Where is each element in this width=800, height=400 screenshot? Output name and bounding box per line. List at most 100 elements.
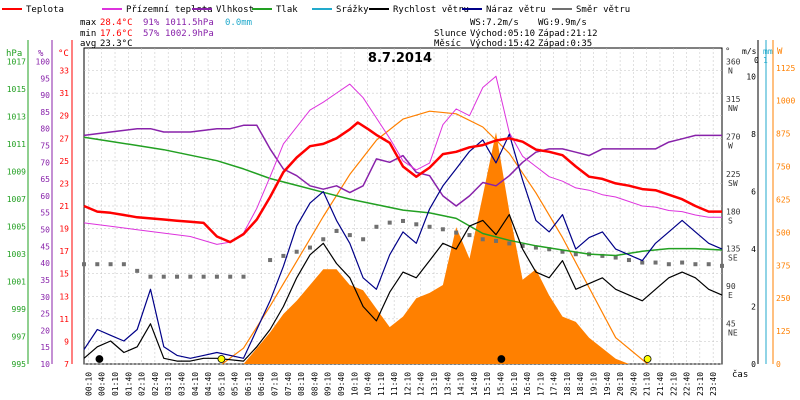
direction-compass-label: E — [728, 291, 733, 300]
solar-tick-label: 625 — [776, 195, 791, 204]
time-tick-label: 04:40 — [204, 372, 213, 396]
time-tick-label: 08:40 — [310, 372, 319, 396]
temperature-tick-label: 31 — [59, 89, 69, 98]
temperature-tick-label: 21 — [59, 202, 69, 211]
stats-humidity: 57% — [143, 29, 160, 39]
direction-axis-unit: ° — [725, 47, 730, 57]
time-tick-label: 01:40 — [124, 372, 133, 396]
legend-label: Přízemní teplota — [126, 5, 213, 15]
humidity-tick-label: 90 — [40, 91, 50, 100]
humidity-tick-label: 15 — [40, 343, 50, 352]
humidity-tick-label: 10 — [40, 360, 50, 369]
legend-label: Náraz větru — [486, 5, 546, 15]
time-tick-label: 00:40 — [98, 372, 107, 396]
humidity-tick-label: 85 — [40, 108, 50, 117]
humidity-tick-label: 50 — [40, 226, 50, 235]
wind-direction-point — [467, 233, 472, 238]
humidity-tick-label: 70 — [40, 158, 50, 167]
stats-row-label: min — [80, 29, 96, 39]
wind-speed-info: WS:7.2m/s — [470, 18, 519, 28]
moonrise-marker — [497, 355, 506, 363]
humidity-tick-label: 40 — [40, 259, 50, 268]
stats-temperature: 17.6°C — [100, 29, 133, 39]
rain-axis-top: 1 — [763, 56, 768, 65]
sunset-info: Západ:21:12 — [538, 29, 598, 39]
wind-direction-point — [626, 258, 631, 263]
time-tick-label: 22:40 — [683, 372, 692, 396]
time-tick-label: 14:10 — [457, 372, 466, 396]
humidity-tick-label: 75 — [40, 141, 50, 150]
time-tick-label: 08:10 — [297, 372, 306, 396]
time-tick-label: 13:40 — [443, 372, 452, 396]
direction-compass-label: NE — [728, 329, 738, 338]
wind-direction-point — [347, 233, 352, 238]
sunset-marker — [643, 355, 652, 363]
wind-direction-point — [108, 262, 113, 267]
humidity-line — [83, 124, 722, 207]
time-tick-label: 17:40 — [550, 372, 559, 396]
time-tick-label: 23:10 — [696, 372, 705, 396]
wind-direction-point — [228, 274, 233, 279]
temperature-tick-label: 7 — [64, 360, 69, 369]
wind-direction-point — [613, 255, 618, 260]
time-tick-label: 07:10 — [271, 372, 280, 396]
direction-tick-label: 90 — [726, 282, 736, 291]
wind-direction-point — [188, 274, 193, 279]
time-tick-label: 07:40 — [284, 372, 293, 396]
temperature-tick-label: 19 — [59, 225, 69, 234]
solar-tick-label: 125 — [776, 327, 791, 336]
direction-tick-label: 315 — [726, 95, 741, 104]
wind-tick-label: 6 — [751, 188, 756, 197]
moonset-marker — [95, 355, 104, 363]
time-tick-label: 03:10 — [164, 372, 173, 396]
stats-temperature: 23.3°C — [100, 39, 133, 49]
solar-tick-label: 250 — [776, 294, 791, 303]
legend-label: Vlhkost — [216, 5, 254, 15]
stats-pressure: 1002.9hPa — [165, 29, 214, 39]
time-tick-label: 09:10 — [324, 372, 333, 396]
wind-gust-info: WG:9.9m/s — [538, 18, 587, 28]
pressure-tick-label: 1005 — [7, 223, 26, 232]
wind-direction-point — [95, 262, 100, 267]
plot-area — [83, 47, 723, 365]
stats-pressure: 1011.5hPa — [165, 18, 214, 28]
time-tick-label: 12:40 — [417, 372, 426, 396]
solar-radiation-area — [84, 132, 722, 364]
wind-tick-label: 0 — [751, 360, 756, 369]
wind-direction-point — [666, 262, 671, 267]
direction-tick-label: 270 — [726, 132, 741, 141]
wind-direction-point — [321, 237, 326, 242]
wind-direction-point — [600, 253, 605, 258]
wind-direction-point — [680, 260, 685, 265]
wind-tick-label: 10 — [746, 73, 756, 82]
pressure-tick-label: 1003 — [7, 250, 26, 259]
time-tick-label: 14:40 — [470, 372, 479, 396]
time-tick-label: 21:10 — [643, 372, 652, 396]
pressure-axis-unit: hPa — [6, 49, 22, 59]
direction-tick-label: 135 — [726, 245, 741, 254]
wind-direction-point — [480, 237, 485, 242]
wind-direction-point — [706, 262, 711, 267]
direction-tick-label: 180 — [726, 207, 741, 216]
time-tick-label: 19:10 — [590, 372, 599, 396]
wind-direction-point — [241, 274, 246, 279]
direction-compass-label: SW — [728, 179, 738, 188]
temperature-tick-label: 11 — [59, 315, 69, 324]
wind-direction-point — [440, 227, 445, 232]
temperature-tick-label: 9 — [64, 337, 69, 346]
time-tick-label: 20:40 — [629, 372, 638, 396]
wind-direction-point — [520, 243, 525, 248]
wind-direction-point — [148, 274, 153, 279]
moon-label: Měsíc — [434, 39, 461, 49]
stats-row-label: max — [80, 18, 97, 28]
direction-compass-label: NW — [728, 104, 738, 113]
ground-temperature-line — [83, 75, 722, 245]
wind-direction-point — [374, 224, 379, 229]
moonrise-info: Východ:15:42 — [470, 39, 535, 49]
time-tick-label: 06:10 — [244, 372, 253, 396]
wind-direction-point — [494, 238, 499, 243]
direction-compass-label: N — [728, 67, 733, 76]
humidity-tick-label: 55 — [40, 209, 50, 218]
wind-direction-point — [573, 252, 578, 257]
time-tick-label: 18:10 — [563, 372, 572, 396]
